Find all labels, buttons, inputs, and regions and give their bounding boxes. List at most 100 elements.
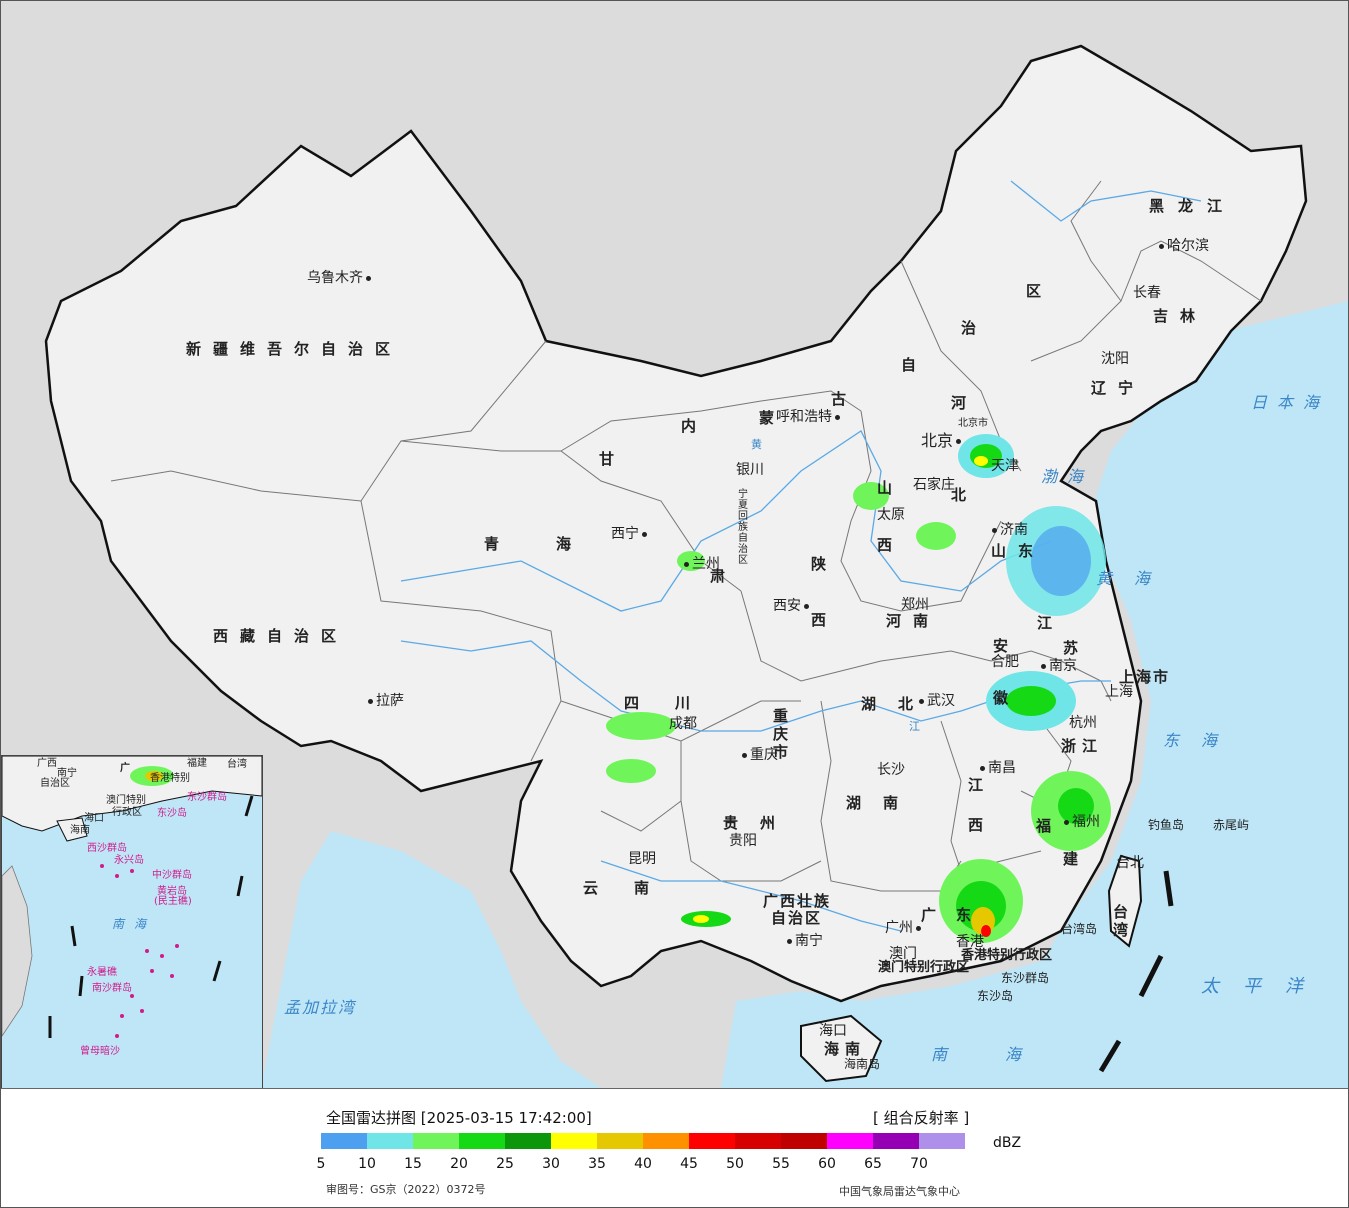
city-tianjin: 天津 [991,459,1019,473]
prov-jiangxi-b: 西 [968,816,996,834]
prov-fujian-a: 福 [1036,817,1064,835]
prov-beijing: 北京市 [958,418,988,429]
prov-jilin: 吉林 [1153,307,1208,325]
scale-tick-6: 35 [588,1156,606,1172]
city-nanjing-name: 南京 [1049,658,1077,674]
prov-taiwan: 台湾 [1113,903,1129,939]
bay-of-bengal-area [261,831,601,1088]
prov-chongqing: 重庆市 [773,707,789,761]
city-jinan-name: 济南 [1000,522,1028,538]
prov-jiangxi-a: 江 [968,776,996,794]
inset-guangxi: 广西 [37,758,57,769]
prov-hubei: 湖北 [861,695,936,713]
sea-japan: 日本海 [1251,393,1330,412]
city-nanchang-name: 南昌 [988,760,1016,776]
inset-hk: 香港特别 [150,773,190,784]
legend-unit: dBZ [993,1135,1022,1151]
city-lanzhou: 兰州 [681,557,720,571]
prov-guangxi-b: 自治区 [771,909,823,927]
city-hongkong: 香港 [956,935,984,949]
inset-xzq: 行政区 [112,807,142,818]
scale-tick-2: 15 [404,1156,422,1172]
river-yangtze-label: 江 [909,720,920,733]
inset-nansha: 南沙群岛 [92,983,132,994]
inset-guangxi-b: 自治区 [40,778,70,789]
city-guangzhou: 广州 [885,921,924,935]
city-macau-name: 澳门 [889,946,917,962]
scale-swatch-12 [873,1133,919,1149]
city-xian-name: 西安 [773,598,801,614]
city-haikou: 海口 [819,1024,847,1038]
color-scale-ticks: 5 10 15 20 25 30 35 40 45 50 55 60 65 70 [317,1156,941,1174]
city-xining-name: 西宁 [611,526,639,542]
prov-gansu-b: 肃 [710,567,738,585]
map-base [44,44,1348,1088]
scale-tick-8: 45 [680,1156,698,1172]
city-nanning-name: 南宁 [795,933,823,949]
taiwan-island [1107,854,1143,948]
scale-tick-9: 50 [726,1156,744,1172]
sea-south: 南海 [931,1045,1080,1064]
inset-xisha: 西沙群岛 [87,843,127,854]
sea-pacific: 太平洋 [1201,976,1327,997]
scale-tick-3: 20 [450,1156,468,1172]
city-guiyang-name: 贵阳 [729,833,757,849]
city-fuzhou: 福州 [1061,815,1100,829]
prov-shandong: 山东 [991,542,1046,560]
prov-henan: 河南 [886,612,941,630]
prov-nmg-e: 治 [961,319,989,337]
prov-liaoning: 辽宁 [1091,379,1146,397]
legend-title: 全国雷达拼图 [2025-03-15 17:42:00] [326,1109,592,1127]
inset-zengmu: 曾母暗沙 [80,1046,120,1057]
inset-guangdong: 广 [120,763,130,774]
city-shenyang: 沈阳 [1101,352,1129,366]
scale-tick-0: 5 [316,1156,326,1172]
city-zhengzhou-name: 郑州 [901,597,929,613]
inset-macau: 澳门特别 [106,795,146,806]
prov-shanxi-b: 西 [877,536,905,554]
city-chongqing-name: 重庆 [750,747,778,763]
city-hangzhou: 杭州 [1069,716,1097,730]
scale-swatch-6 [597,1133,643,1149]
sea-east: 东海 [1163,731,1240,750]
prov-qinghai-b: 海 [556,535,584,553]
city-kunming-name: 昆明 [628,851,656,867]
city-kunming: 昆明 [628,852,656,866]
city-lhasa: 拉萨 [365,694,404,708]
island-dongsha-group: 东沙群岛 [1001,971,1050,985]
prov-xinjiang: 新疆维吾尔自治区 [186,340,403,358]
city-shenyang-name: 沈阳 [1101,351,1129,367]
east-sea-area [721,301,1348,1088]
city-hongkong-name: 香港 [956,934,984,950]
inset-fujian: 福建 [187,758,207,769]
scale-swatch-10 [781,1133,827,1149]
scale-swatch-11 [827,1133,873,1149]
color-scale [321,1133,965,1149]
approval-number: 审图号：GS京（2022）0372号 [326,1183,486,1196]
city-guangzhou-name: 广州 [885,920,913,936]
inset-dongsha: 东沙岛 [157,808,187,819]
city-shanghai: 上海 [1105,685,1133,699]
inset-yongxing: 永兴岛 [114,855,144,866]
prov-shanxi-a: 山 [877,479,905,497]
city-shijiazhuang-name: 石家庄 [913,477,955,493]
city-yinchuan-name: 银川 [736,462,764,478]
city-hangzhou-name: 杭州 [1069,715,1097,731]
prov-guangdong-a: 广 [921,906,949,924]
prov-nmg-a: 内 [681,417,709,435]
city-nanjing: 南京 [1038,659,1077,673]
prov-anhui-b: 徽 [993,689,1021,707]
city-shanghai-name: 上海 [1105,684,1133,700]
city-lanzhou-name: 兰州 [692,556,720,572]
scale-tick-1: 10 [358,1156,376,1172]
city-urumqi-name: 乌鲁木齐 [307,270,363,286]
scale-swatch-1 [367,1133,413,1149]
prov-ningxia: 宁夏回族自治区 [738,489,748,566]
prov-shaanxi-b: 西 [811,611,839,629]
prov-nmg-f: 区 [1026,282,1054,300]
city-changsha: 长沙 [877,763,905,777]
map-panel: 乌鲁木齐 拉萨 西宁 兰州 银川 呼和浩特 北京 天津 石家庄 太原 济南 郑州… [1,1,1348,1089]
city-urumqi: 乌鲁木齐 [307,271,374,285]
scale-swatch-5 [551,1133,597,1149]
city-fuzhou-name: 福州 [1072,814,1100,830]
